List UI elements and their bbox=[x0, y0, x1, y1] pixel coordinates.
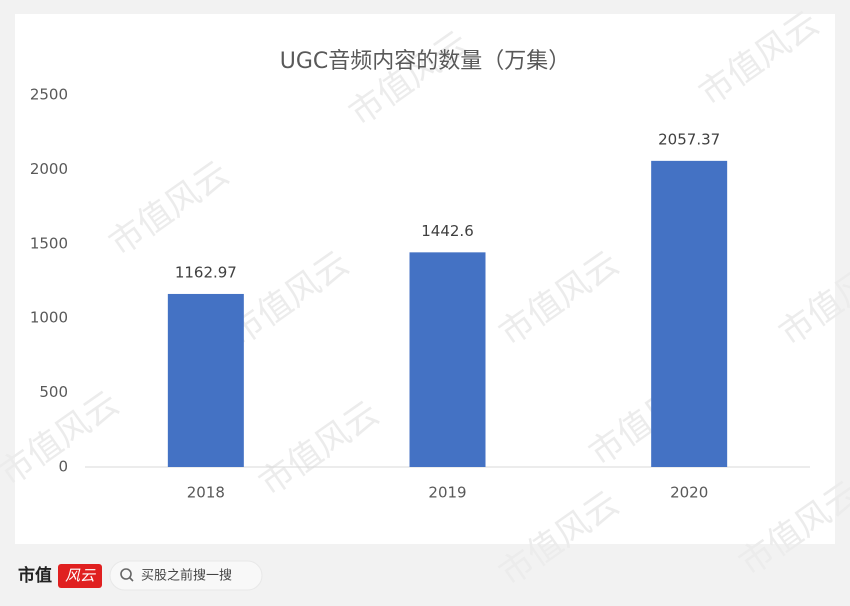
search-icon bbox=[128, 576, 134, 582]
data-label: 2057.37 bbox=[658, 130, 720, 148]
plot: 0 500 1000 1500 2000 2500 2018 1162.97 2019 1442.… bbox=[30, 86, 810, 502]
x-tick-label: 2018 bbox=[187, 484, 225, 502]
data-label: 1162.97 bbox=[175, 263, 237, 281]
y-tick-label: 2500 bbox=[30, 86, 68, 104]
y-tick-label: 2000 bbox=[30, 160, 68, 178]
x-tick-label: 2020 bbox=[670, 484, 708, 502]
brand-badge-box bbox=[58, 564, 102, 588]
bar bbox=[167, 293, 244, 467]
search-icon bbox=[120, 568, 132, 580]
brand: 市值 bbox=[18, 565, 52, 586]
y-tick-label: 1500 bbox=[30, 234, 68, 252]
y-tick-label: 1000 bbox=[30, 309, 68, 327]
y-tick-label: 0 bbox=[58, 458, 68, 476]
x-tick-label: 2019 bbox=[428, 484, 466, 502]
brand-badge: 风云 bbox=[65, 567, 96, 585]
bar bbox=[409, 252, 486, 467]
search-box[interactable] bbox=[109, 560, 263, 591]
y-tick-label: 500 bbox=[39, 383, 68, 401]
data-label: 1442.6 bbox=[421, 222, 474, 240]
chart-title: UGC音频内容的数量（万集） bbox=[280, 49, 571, 74]
search-placeholder[interactable]: 买股之前搜一搜 bbox=[141, 568, 232, 584]
bar bbox=[651, 160, 728, 467]
